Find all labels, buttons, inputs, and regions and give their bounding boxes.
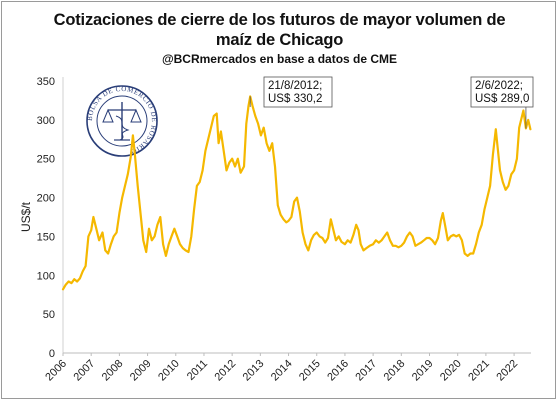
y-axis-label: US$/t: [19, 201, 33, 232]
x-tick-label: 2006: [43, 358, 69, 384]
x-tick-labels: 2006 2007 2008 2009 2010 2011 2012 2013 2014 2015…: [43, 353, 520, 383]
y-tick-label: 0: [49, 348, 55, 360]
x-tick-label: 2019: [410, 358, 436, 384]
y-tick-label: 250: [37, 154, 55, 166]
y-tick-label: 300: [37, 115, 55, 127]
chart-axes: [62, 77, 531, 354]
x-tick-label: 2010: [156, 358, 182, 384]
chart-title: Cotizaciones de cierre de los futuros de…: [0, 10, 559, 50]
x-tick-label: 2022: [494, 358, 520, 384]
x-tick-label: 2008: [100, 358, 126, 384]
chart-title-line-2: maíz de Chicago: [215, 31, 344, 49]
series-layer: [61, 95, 532, 291]
x-tick-label: 2017: [353, 358, 379, 384]
x-tick-label: 2016: [325, 358, 351, 384]
y-tick-label: 350: [37, 76, 55, 88]
annotations-layer: 21/8/2012;US$ 330,2 2/6/2022;US$ 289,0: [249, 76, 534, 129]
x-tick-label: 2013: [241, 358, 267, 384]
annotation-text: 21/8/2012;: [268, 80, 322, 92]
x-tick-label: 2007: [72, 358, 98, 384]
annotation-text: 2/6/2022;: [475, 80, 523, 92]
y-tick-label: 150: [37, 231, 55, 243]
annotation-text: US$ 330,2: [268, 93, 322, 105]
chart-subtitle: @BCRmercados en base a datos de CME: [161, 52, 398, 66]
x-tick-label: 2018: [382, 358, 408, 384]
x-tick-label: 2015: [297, 358, 323, 384]
annotation-box: [470, 76, 534, 108]
y-tick-label: 100: [37, 270, 55, 282]
x-tick-label: 2009: [128, 358, 154, 384]
y-tick-label: 200: [37, 193, 55, 205]
x-tick-label: 2014: [269, 358, 295, 384]
annotation-text: US$ 289,0: [475, 93, 529, 105]
annotation-1: 21/8/2012;US$ 330,2: [249, 76, 333, 108]
bcr-seal-logo: BOLSA DE COMERCIO DE ROSARIO: [86, 85, 158, 157]
x-tick-label: 2020: [438, 358, 464, 384]
y-tick-labels: 0 50 100 150 200 250 300 350: [37, 76, 55, 360]
x-tick-label: 2021: [466, 358, 492, 384]
x-tick-label: 2011: [185, 358, 210, 383]
annotation-2: 2/6/2022;US$ 289,0: [470, 76, 534, 129]
series-line-1: [61, 95, 532, 291]
y-tick-label: 50: [43, 309, 55, 321]
annotation-box: [263, 76, 333, 108]
chart-title-line-1: Cotizaciones de cierre de los futuros de…: [53, 11, 506, 29]
x-tick-label: 2012: [212, 358, 238, 384]
